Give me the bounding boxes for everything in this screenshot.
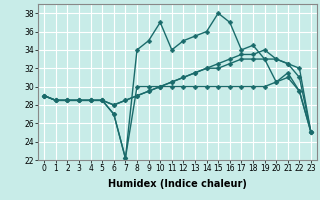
X-axis label: Humidex (Indice chaleur): Humidex (Indice chaleur) <box>108 179 247 189</box>
